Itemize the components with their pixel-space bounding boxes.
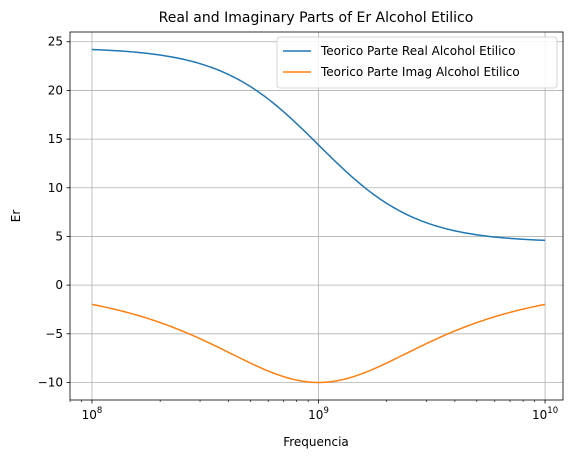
y-tick-label: 10: [48, 181, 63, 195]
series-line-imag: [91, 303, 546, 384]
axis-ticks: 108 109 1010 −10 −5 0 5 10 15 20 25: [38, 35, 558, 422]
y-tick-label: 0: [55, 278, 63, 292]
x-tick-label: 109: [308, 406, 329, 422]
plot-frame: [69, 31, 564, 401]
y-tick-label: −5: [45, 327, 63, 341]
chart-title: Real and Imaginary Parts of Er Alcohol E…: [159, 10, 474, 26]
legend: Teorico Parte Real Alcohol Etilico Teoric…: [276, 36, 558, 89]
y-tick-label: −10: [38, 375, 63, 389]
x-tick-label: 1010: [532, 406, 558, 422]
legend-box: [276, 36, 558, 89]
y-axis-label: Er: [9, 210, 23, 223]
x-axis-label: Frequencia: [283, 435, 349, 449]
y-tick-label: 15: [48, 132, 63, 146]
series-lines: [91, 48, 546, 384]
y-tick-label: 5: [55, 229, 63, 243]
x-tick-label: 108: [82, 406, 103, 422]
y-tick-label: 25: [48, 35, 63, 49]
legend-label-imag: Teorico Parte Imag Alcohol Etilico: [320, 65, 520, 79]
y-tick-label: 20: [48, 83, 63, 97]
legend-label-real: Teorico Parte Real Alcohol Etilico: [320, 44, 515, 58]
series-line-real: [91, 48, 546, 242]
